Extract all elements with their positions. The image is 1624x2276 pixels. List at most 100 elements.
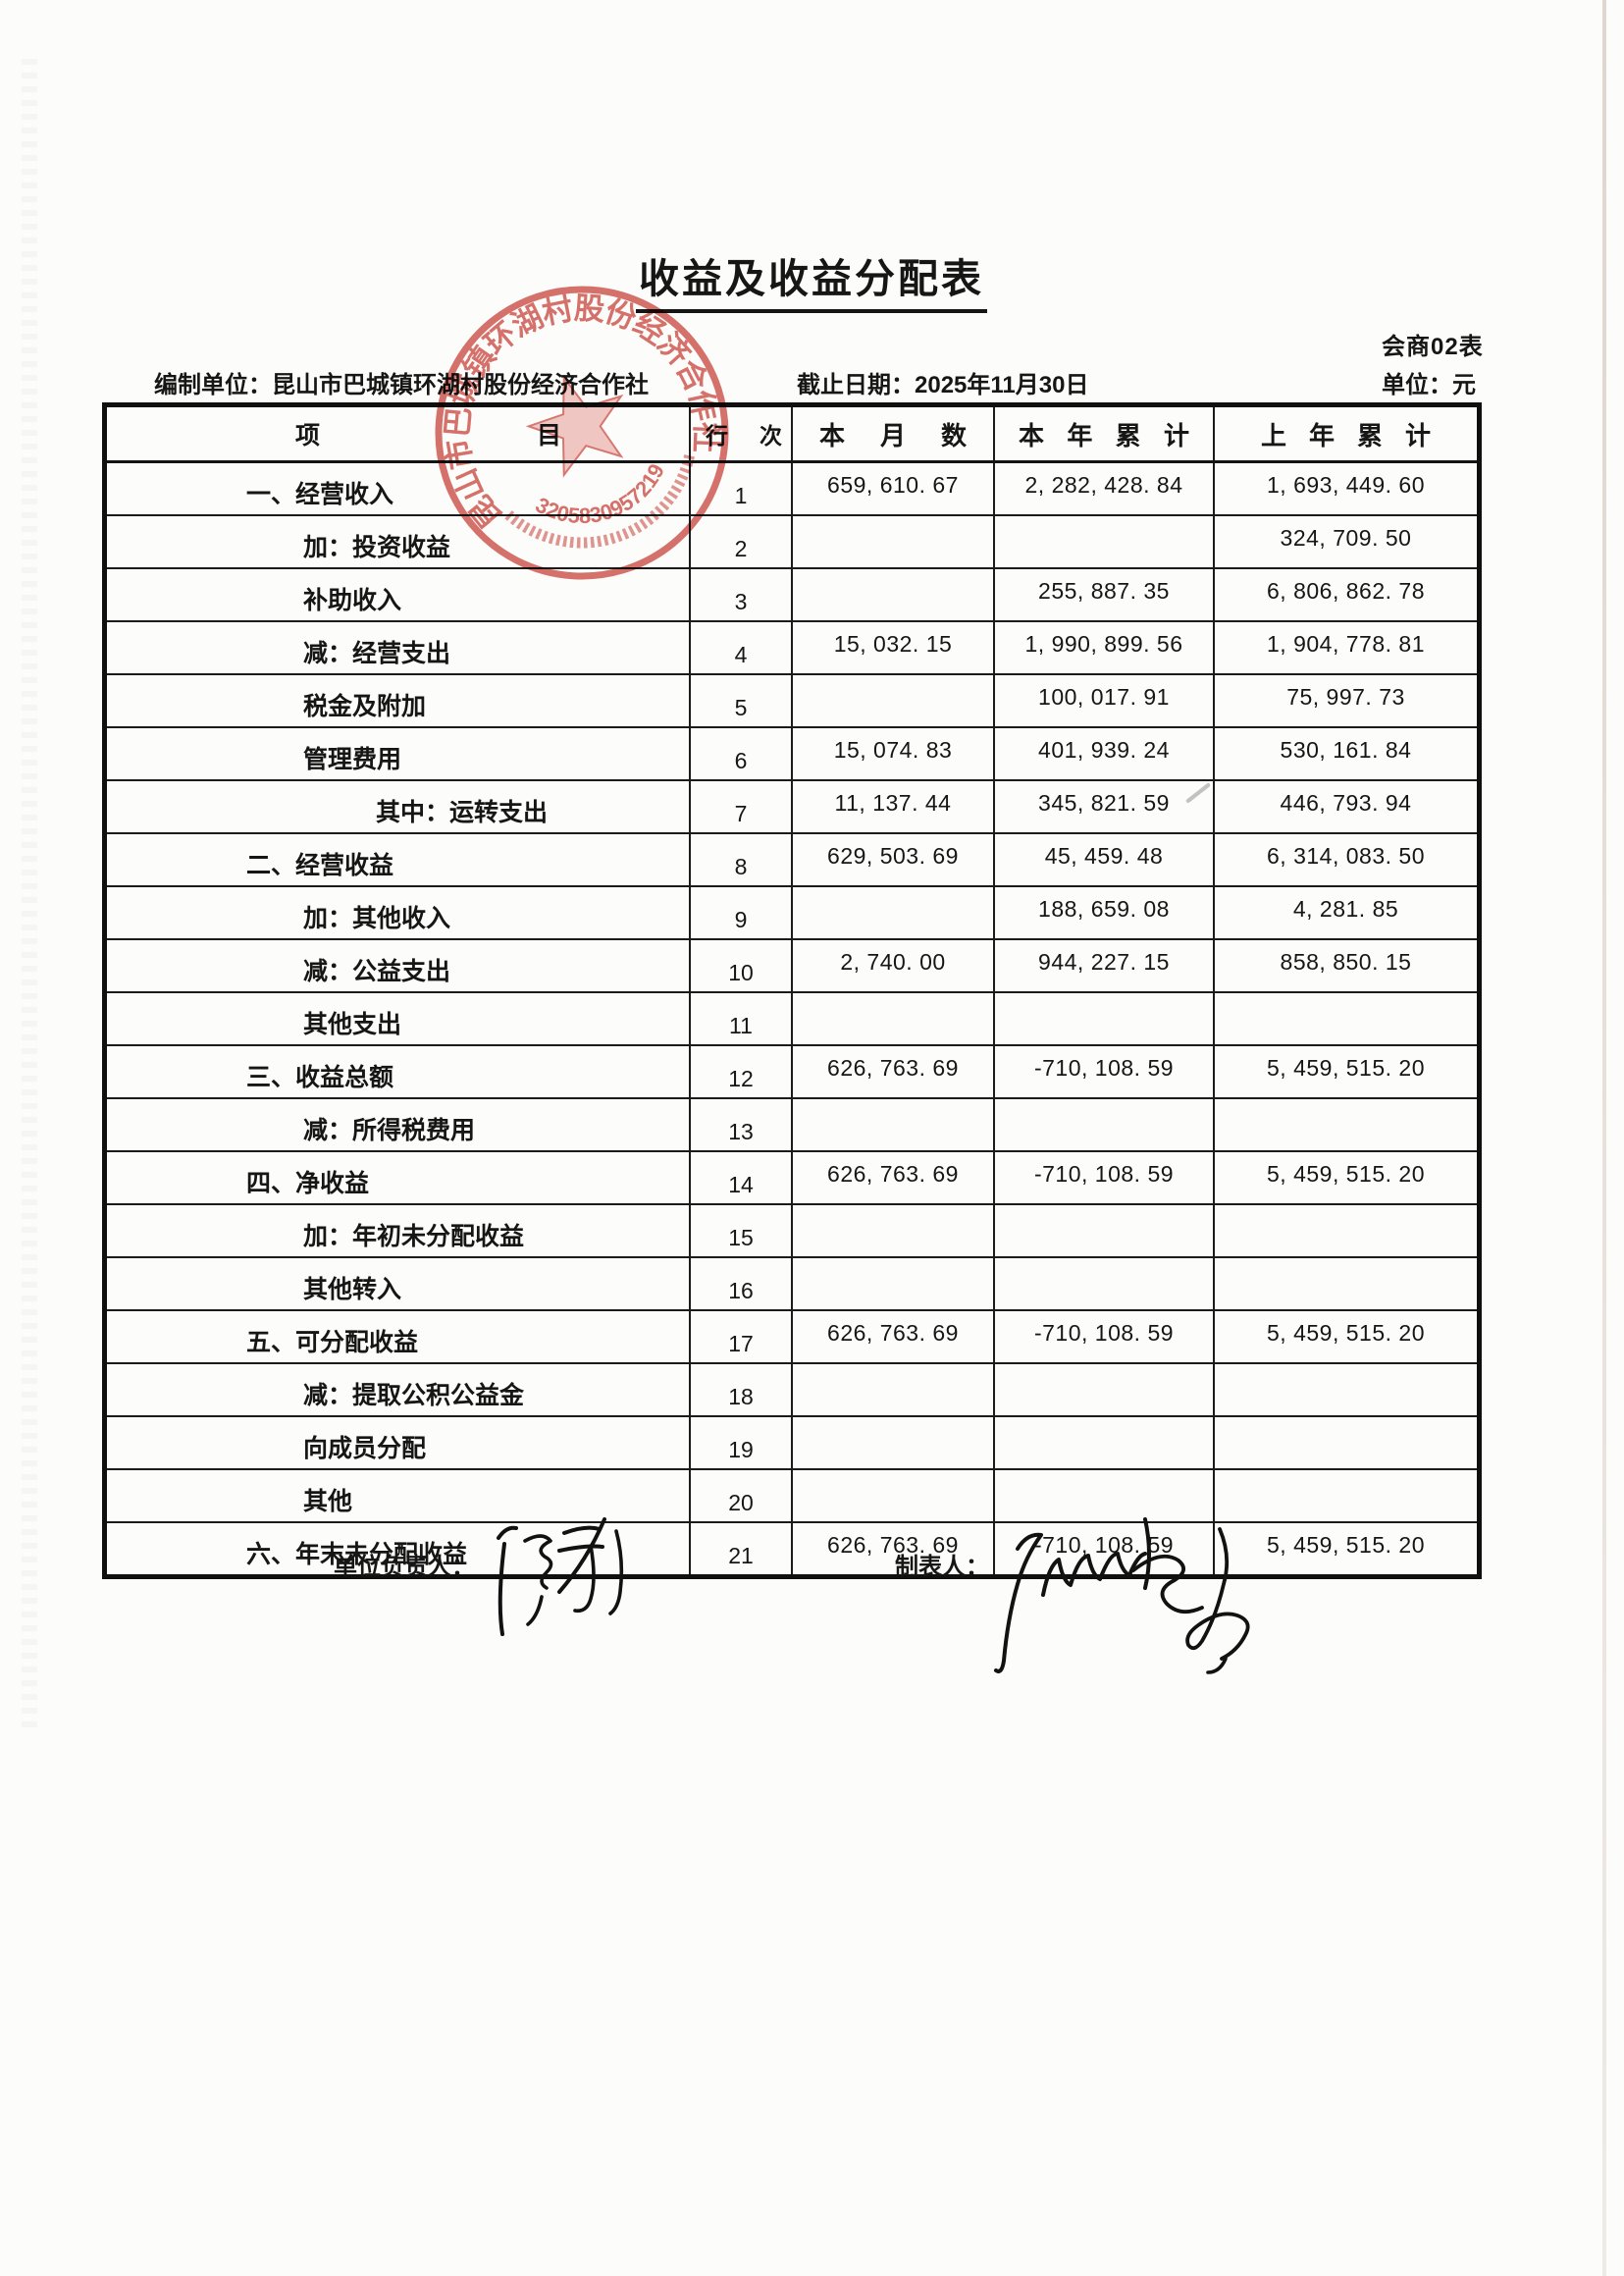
month-value-cell [793,993,995,1044]
prepared-by-value: 昆山市巴城镇环湖村股份经济合作社 [272,372,649,398]
month-value-cell-text: 2, 740. 00 [840,949,946,975]
row-number-cell: 17 [691,1311,793,1362]
month-value-cell: 2, 740. 00 [793,940,995,991]
prev-year-value-cell-text: 4, 281. 85 [1292,896,1399,922]
currency-unit-value: 元 [1452,372,1476,398]
ytd-value-cell: 1, 990, 899. 56 [995,622,1215,673]
ytd-value-cell-text: 188, 659. 08 [1038,896,1170,922]
table-row: 四、净收益 14 626, 763. 69 -710, 108. 59 5, 459, … [107,1152,1477,1205]
row-number-cell: 10 [691,940,793,991]
prev-year-value-cell-text: 5, 459, 515. 20 [1267,1320,1425,1346]
table-row: 减：公益支出 10 2, 740. 00 944, 227. 15 858, 850. … [107,940,1477,993]
prev-year-value-cell: 1, 693, 449. 60 [1215,463,1477,514]
row-item-cell: 五、可分配收益 [107,1311,691,1362]
month-value-cell [793,675,995,726]
table-row: 一、经营收入 1 659, 610. 67 2, 282, 428. 84 1, 693… [107,463,1477,516]
ytd-value-cell-text: 1, 990, 899. 56 [1024,631,1183,657]
ytd-value-cell [995,1364,1215,1415]
ytd-value-cell: -710, 108. 59 [995,1046,1215,1097]
row-item-label: 加：投资收益 [303,534,451,561]
header-cell-prev-year: 上年累计 [1261,420,1431,450]
row-item-cell: 补助收入 [107,569,691,620]
row-number-cell-text: 18 [728,1384,754,1409]
row-item-label: 其他 [303,1488,353,1515]
row-item-cell: 减：公益支出 [107,940,691,991]
month-value-cell-text: 11, 137. 44 [834,790,952,816]
row-number-cell-text: 2 [734,536,748,561]
row-number-cell: 11 [691,993,793,1044]
table-row: 减：经营支出 4 15, 032. 15 1, 990, 899. 56 1, 904,… [107,622,1477,675]
ytd-value-cell: 345, 821. 59 [995,781,1215,832]
ytd-value-cell: 100, 017. 91 [995,675,1215,726]
table-row: 补助收入 3 255, 887. 35 6, 806, 862. 78 [107,569,1477,622]
ytd-value-cell: 944, 227. 15 [995,940,1215,991]
prev-year-value-cell: 5, 459, 515. 20 [1215,1046,1477,1097]
month-value-cell-text: 629, 503. 69 [827,843,959,869]
ytd-value-cell-text: 255, 887. 35 [1038,578,1170,604]
row-item-cell: 一、经营收入 [107,463,691,514]
prev-year-value-cell-text: 1, 693, 449. 60 [1267,472,1425,498]
month-value-cell [793,1099,995,1150]
prev-year-value-cell-text: 5, 459, 515. 20 [1267,1161,1425,1187]
cutoff-date-label: 截止日期： [797,372,915,398]
month-value-cell-text: 626, 763. 69 [827,1161,959,1187]
month-value-cell: 626, 763. 69 [793,1046,995,1097]
row-item-cell: 管理费用 [107,728,691,779]
row-number-cell: 2 [691,516,793,567]
row-number-cell: 20 [691,1470,793,1521]
row-number-cell: 15 [691,1205,793,1256]
income-distribution-table: 项目 行次 本月数 本年累计 上年累计 一、经营收入 1 659, 610. 67 2… [102,402,1482,1579]
prev-year-value-cell [1215,993,1477,1044]
row-item-label: 五、可分配收益 [246,1329,419,1356]
ytd-value-cell [995,1470,1215,1521]
row-number-cell: 9 [691,887,793,938]
month-value-cell [793,887,995,938]
row-number-cell-text: 6 [734,748,748,773]
row-number-cell: 3 [691,569,793,620]
prev-year-value-cell: 6, 314, 083. 50 [1215,834,1477,885]
table-row: 减：所得税费用 13 [107,1099,1477,1152]
row-number-cell-text: 11 [729,1013,753,1038]
ytd-value-cell [995,993,1215,1044]
row-number-cell: 16 [691,1258,793,1309]
row-number-cell: 5 [691,675,793,726]
table-row: 减：提取公积公益金 18 [107,1364,1477,1417]
row-number-cell: 18 [691,1364,793,1415]
table-row: 其中：运转支出 7 11, 137. 44 345, 821. 59 446, 793.… [107,781,1477,834]
row-number-cell: 8 [691,834,793,885]
row-item-label: 加：其他收入 [303,905,451,932]
table-row: 其他转入 16 [107,1258,1477,1311]
row-number-cell-text: 3 [734,589,748,614]
ytd-value-cell: -710, 108. 59 [995,1152,1215,1203]
row-number-cell-text: 4 [734,642,748,667]
prev-year-value-cell [1215,1099,1477,1150]
row-item-label: 四、净收益 [246,1170,370,1197]
prev-year-value-cell-text: 324, 709. 50 [1280,525,1412,551]
row-number-cell-text: 1 [734,483,748,508]
ytd-value-cell-text: 45, 459. 48 [1044,843,1164,869]
row-number-cell-text: 5 [734,695,748,720]
row-item-label: 三、收益总额 [246,1064,394,1091]
responsible-person-label: 单位负责人： [334,1554,475,1580]
prev-year-value-cell-text: 6, 806, 862. 78 [1267,578,1425,604]
ytd-value-cell-text: -710, 108. 59 [1033,1161,1175,1187]
row-number-cell-text: 7 [734,801,748,826]
cutoff-date-value: 2025年11月30日 [915,372,1089,398]
signature-preparer [994,1517,1250,1674]
row-item-cell: 加：年初未分配收益 [107,1205,691,1256]
row-number-cell-text: 13 [728,1119,754,1144]
table-header-row: 项目 行次 本月数 本年累计 上年累计 [107,407,1477,463]
ytd-value-cell: 255, 887. 35 [995,569,1215,620]
preparer-label: 制表人： [895,1554,989,1580]
month-value-cell-text: 15, 074. 83 [833,737,953,763]
seal-code-text: 3205830957219 [526,453,679,547]
prev-year-value-cell: 1, 904, 778. 81 [1215,622,1477,673]
row-item-label: 减：提取公积公益金 [303,1382,525,1409]
currency-unit: 单位：元 [1382,365,1476,399]
prev-year-value-cell-text: 530, 161. 84 [1280,737,1412,763]
row-item-label: 减：经营支出 [303,640,451,667]
scan-edge-shadow [1602,0,1606,2276]
prev-year-value-cell: 5, 459, 515. 20 [1215,1523,1477,1574]
prev-year-value-cell-text: 6, 314, 083. 50 [1267,843,1425,869]
ytd-value-cell [995,516,1215,567]
